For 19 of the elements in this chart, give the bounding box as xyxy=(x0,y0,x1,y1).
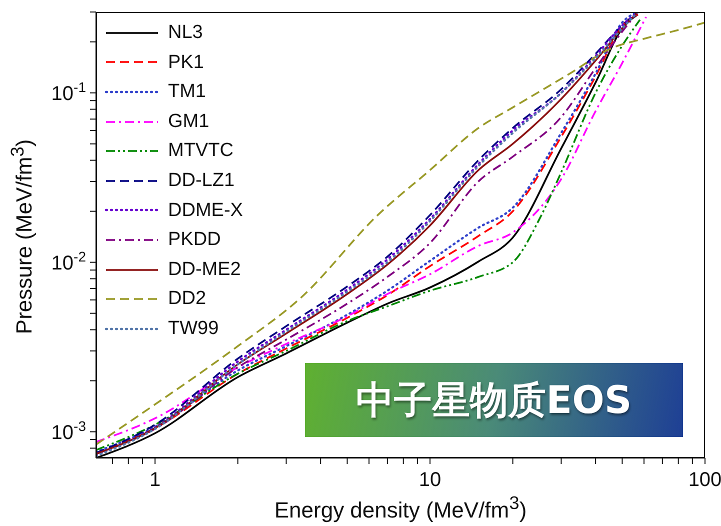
y-tick-label: 10$^{-2}$ xyxy=(51,248,86,274)
legend-label: MTVTC xyxy=(168,139,234,164)
x-tick-label: 10 xyxy=(418,469,442,491)
legend-label: TW99 xyxy=(168,316,219,341)
x-tick-label: 100 xyxy=(688,469,721,491)
legend-label: DD-LZ1 xyxy=(168,168,235,193)
x-axis-title: Energy density (MeV/fm$^{3}$) xyxy=(273,492,528,524)
legend-label: PKDD xyxy=(168,228,221,252)
legend-label: DDME-X xyxy=(168,198,243,223)
annotation: 中子星物质EOS xyxy=(305,363,683,437)
legend-label: DD-ME2 xyxy=(168,258,241,282)
y-tick-label: 10$^{-1}$ xyxy=(51,78,86,105)
y-tick-label: 10$^{-3}$ xyxy=(51,418,86,444)
legend-label: PK1 xyxy=(168,50,204,75)
x-tick-label: 1 xyxy=(149,469,161,491)
legend-label: GM1 xyxy=(168,110,210,134)
legend-label: TM1 xyxy=(168,80,206,104)
legend-label: NL3 xyxy=(168,21,203,45)
legend-label: DD2 xyxy=(168,287,206,312)
